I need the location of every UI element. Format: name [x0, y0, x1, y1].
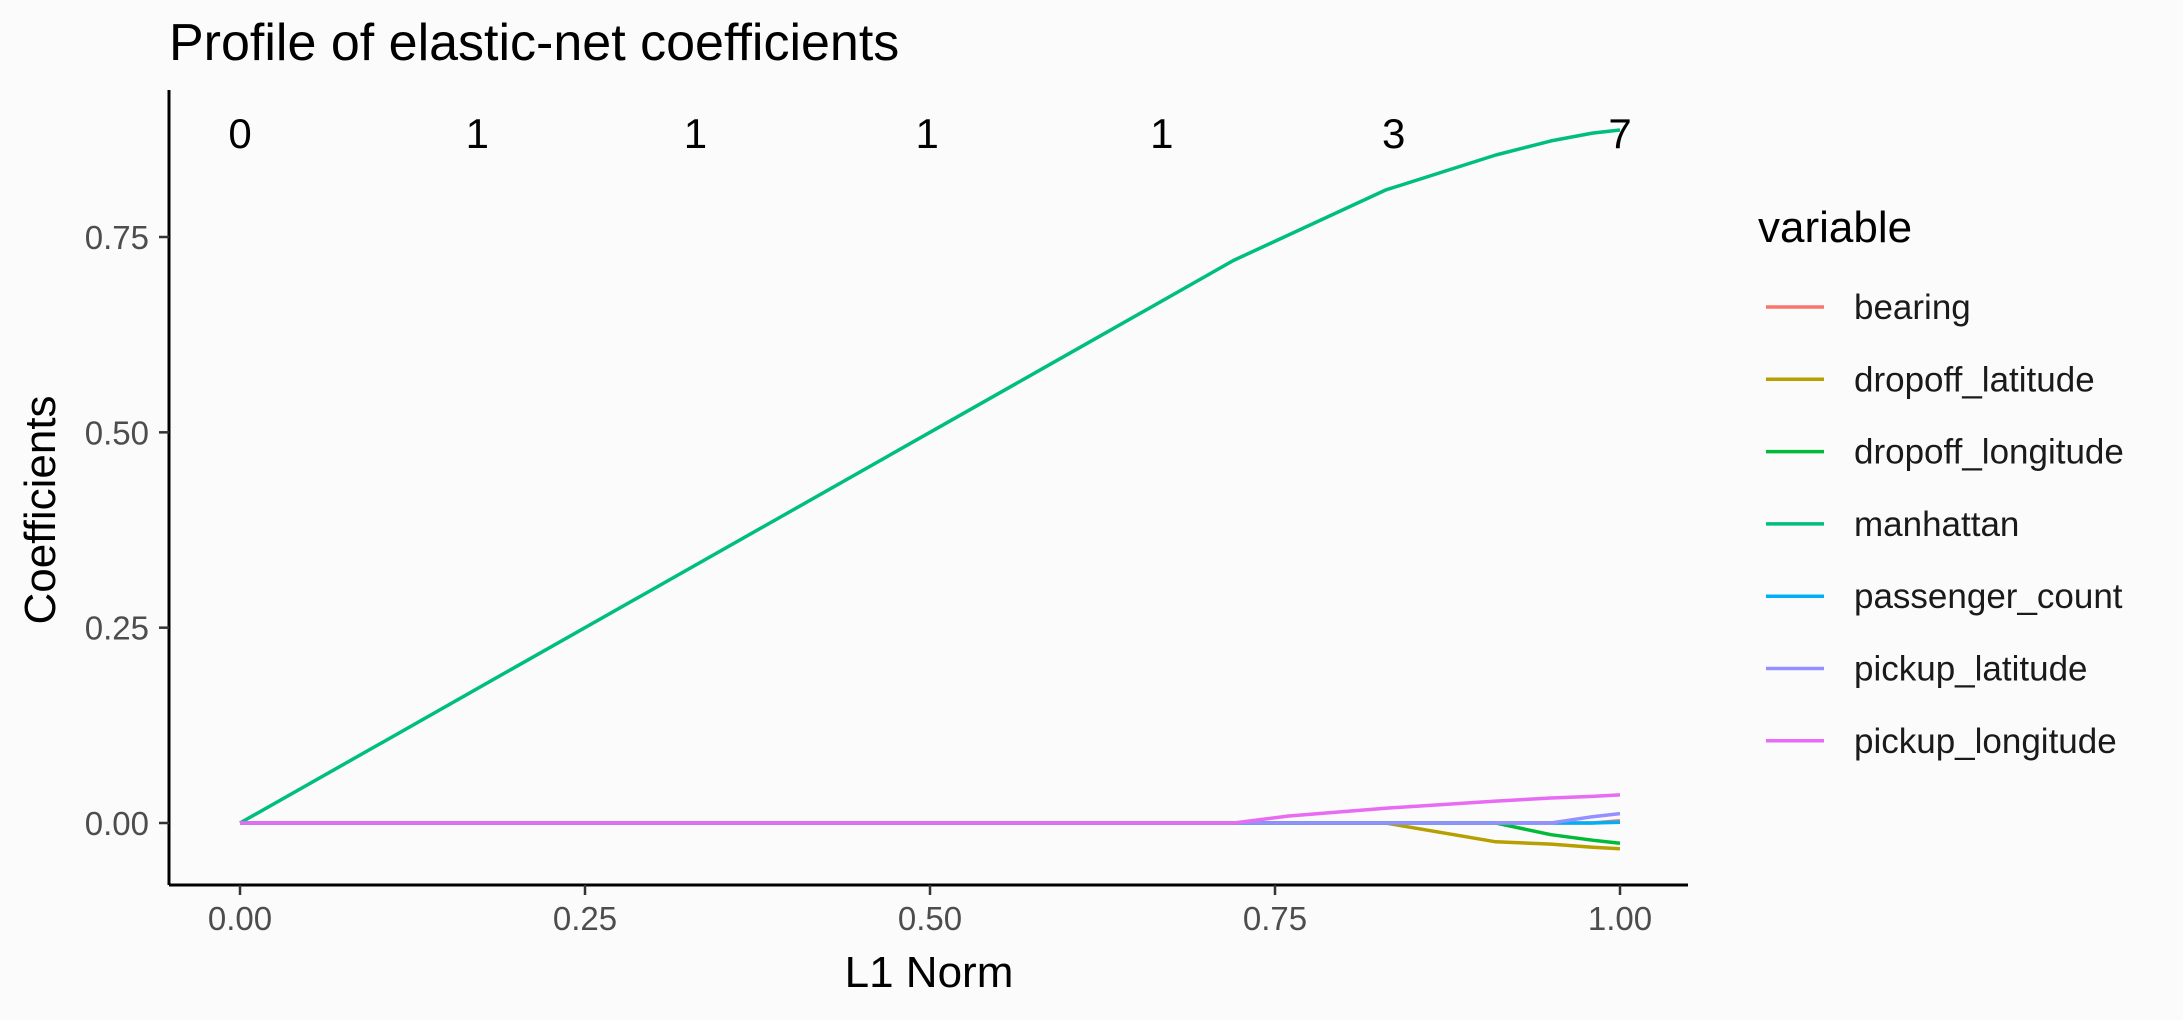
x-tick-label: 0.25 — [553, 900, 617, 937]
x-tick-label: 0.50 — [898, 900, 962, 937]
y-axis-title: Coefficients — [16, 395, 65, 624]
y-tick-label: 0.75 — [85, 219, 149, 256]
series-line-manhattan — [239, 128, 1621, 825]
top-axis-label: 1 — [916, 110, 939, 157]
legend-label: manhattan — [1854, 505, 2019, 544]
legend-label: pickup_latitude — [1854, 650, 2088, 689]
legend-title: variable — [1758, 203, 1912, 252]
top-axis-labels: 0 1 1 1 1 3 7 — [228, 110, 1631, 157]
top-axis-label: 1 — [684, 110, 707, 157]
series-line-dropoff-latitude — [240, 821, 1621, 851]
legend-label: dropoff_longitude — [1854, 433, 2124, 472]
y-tick-label: 0.00 — [85, 805, 149, 842]
legend-label: passenger_count — [1854, 577, 2123, 616]
plot-area — [239, 128, 1621, 851]
x-axis-title: L1 Norm — [845, 948, 1014, 997]
top-axis-label: 7 — [1608, 110, 1631, 157]
y-tick-label: 0.50 — [85, 414, 149, 451]
top-axis-label: 0 — [228, 110, 251, 157]
x-tick-label: 0.75 — [1243, 900, 1307, 937]
legend-label: pickup_longitude — [1854, 722, 2117, 761]
chart-title: Profile of elastic-net coefficients — [169, 14, 899, 72]
legend-label: dropoff_latitude — [1854, 360, 2095, 399]
x-tick-label: 1.00 — [1588, 900, 1652, 937]
legend-label: bearing — [1854, 288, 1971, 327]
legend: variable bearing dropoff_latitude dropoff_… — [1758, 203, 2124, 761]
top-axis-label: 1 — [1150, 110, 1173, 157]
x-axis: 0.00 0.25 0.50 0.75 1.00 — [169, 883, 1688, 937]
top-axis-label: 1 — [466, 110, 489, 157]
top-axis-label: 3 — [1382, 110, 1405, 157]
series-line-pickup-longitude — [240, 793, 1621, 825]
y-tick-label: 0.25 — [85, 610, 149, 647]
y-axis: 0.00 0.25 0.50 0.75 — [85, 90, 171, 885]
x-tick-label: 0.00 — [208, 900, 272, 937]
